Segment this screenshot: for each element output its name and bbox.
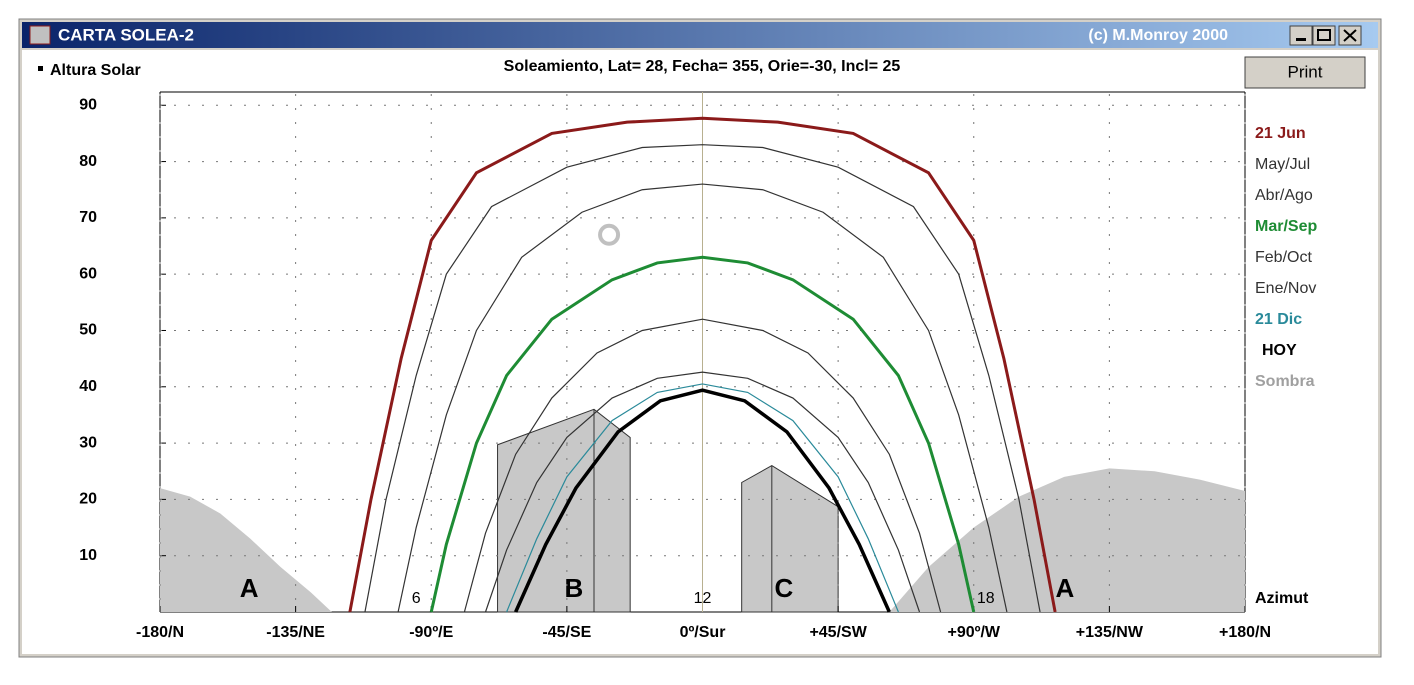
x-tick-label: -90º/E (409, 624, 453, 641)
app-icon (29, 25, 51, 45)
y-tick-label: 60 (79, 265, 97, 282)
legend-entry: May/Jul (1255, 156, 1310, 173)
close-icon (1343, 29, 1357, 42)
x-axis-label: Azimut (1255, 590, 1309, 607)
copyright: (c) M.Monroy 2000 (1088, 27, 1228, 44)
minimize-icon (1296, 38, 1306, 41)
maximize-button[interactable] (1312, 25, 1336, 46)
minimize-button[interactable] (1289, 25, 1313, 46)
y-tick-label: 20 (79, 491, 97, 508)
y-tick-label: 10 (79, 547, 97, 564)
hour-label: 12 (694, 590, 712, 607)
maximize-icon (1317, 29, 1331, 41)
y-tick-label: 30 (79, 434, 97, 451)
hour-label: 18 (977, 590, 995, 607)
bullet (38, 66, 43, 71)
obstacle-label: B (565, 573, 584, 603)
legend-entry: 21 Jun (1255, 125, 1306, 142)
y-tick-label: 50 (79, 322, 97, 339)
obstacle (741, 465, 839, 613)
sun-path (364, 144, 1041, 613)
obstacle (889, 468, 1245, 612)
sun-path (514, 388, 891, 613)
x-tick-label: +135/NW (1076, 624, 1144, 641)
obstacle-label: A (240, 573, 259, 603)
x-tick-label: +90º/W (947, 624, 1000, 641)
sun-path (429, 255, 976, 613)
x-tick-label: -45/SE (542, 624, 591, 641)
x-tick-label: -180/N (136, 624, 184, 641)
obstacle-label: C (774, 573, 793, 603)
y-axis-label: Altura Solar (50, 62, 141, 79)
sun-path (348, 116, 1057, 613)
obstacle (160, 488, 332, 612)
obstacle-label: A (1055, 573, 1074, 603)
hour-label: 6 (412, 590, 421, 607)
legend-entry: Feb/Oct (1255, 249, 1312, 266)
sun-marker (598, 223, 621, 246)
legend-entry: HOY (1262, 342, 1297, 359)
y-tick-label: 40 (79, 378, 97, 395)
sun-path (484, 371, 921, 613)
window-title: CARTA SOLEA-2 (58, 25, 194, 44)
title-bar (22, 22, 1378, 48)
legend-entry: 21 Dic (1255, 311, 1302, 328)
y-tick-label: 90 (79, 96, 97, 113)
legend-entry: Mar/Sep (1255, 218, 1317, 235)
legend-entry: Abr/Ago (1255, 187, 1313, 204)
legend-entry: Ene/Nov (1255, 280, 1316, 297)
print-button[interactable] (1244, 56, 1366, 89)
plot: A B C A 10 20 30 40 50 60 70 80 90 -180/N -135/NE -90º/… (79, 92, 1317, 641)
legend-entry: Sombra (1255, 373, 1315, 390)
x-tick-label: -135/NE (266, 624, 325, 641)
x-tick-label: 0º/Sur (680, 624, 726, 641)
sun-path (397, 183, 1008, 613)
sun-path (506, 383, 899, 613)
window-controls[interactable] (1289, 25, 1362, 46)
y-tick-label: 80 (79, 153, 97, 170)
x-tick-label: +180/N (1219, 624, 1271, 641)
sun-path (463, 318, 942, 613)
y-tick-label: 70 (79, 209, 97, 226)
print-label: Print (1288, 62, 1323, 81)
chart-title: Soleamiento, Lat= 28, Fecha= 355, Orie=-… (504, 58, 901, 75)
x-tick-label: +45/SW (809, 624, 867, 641)
